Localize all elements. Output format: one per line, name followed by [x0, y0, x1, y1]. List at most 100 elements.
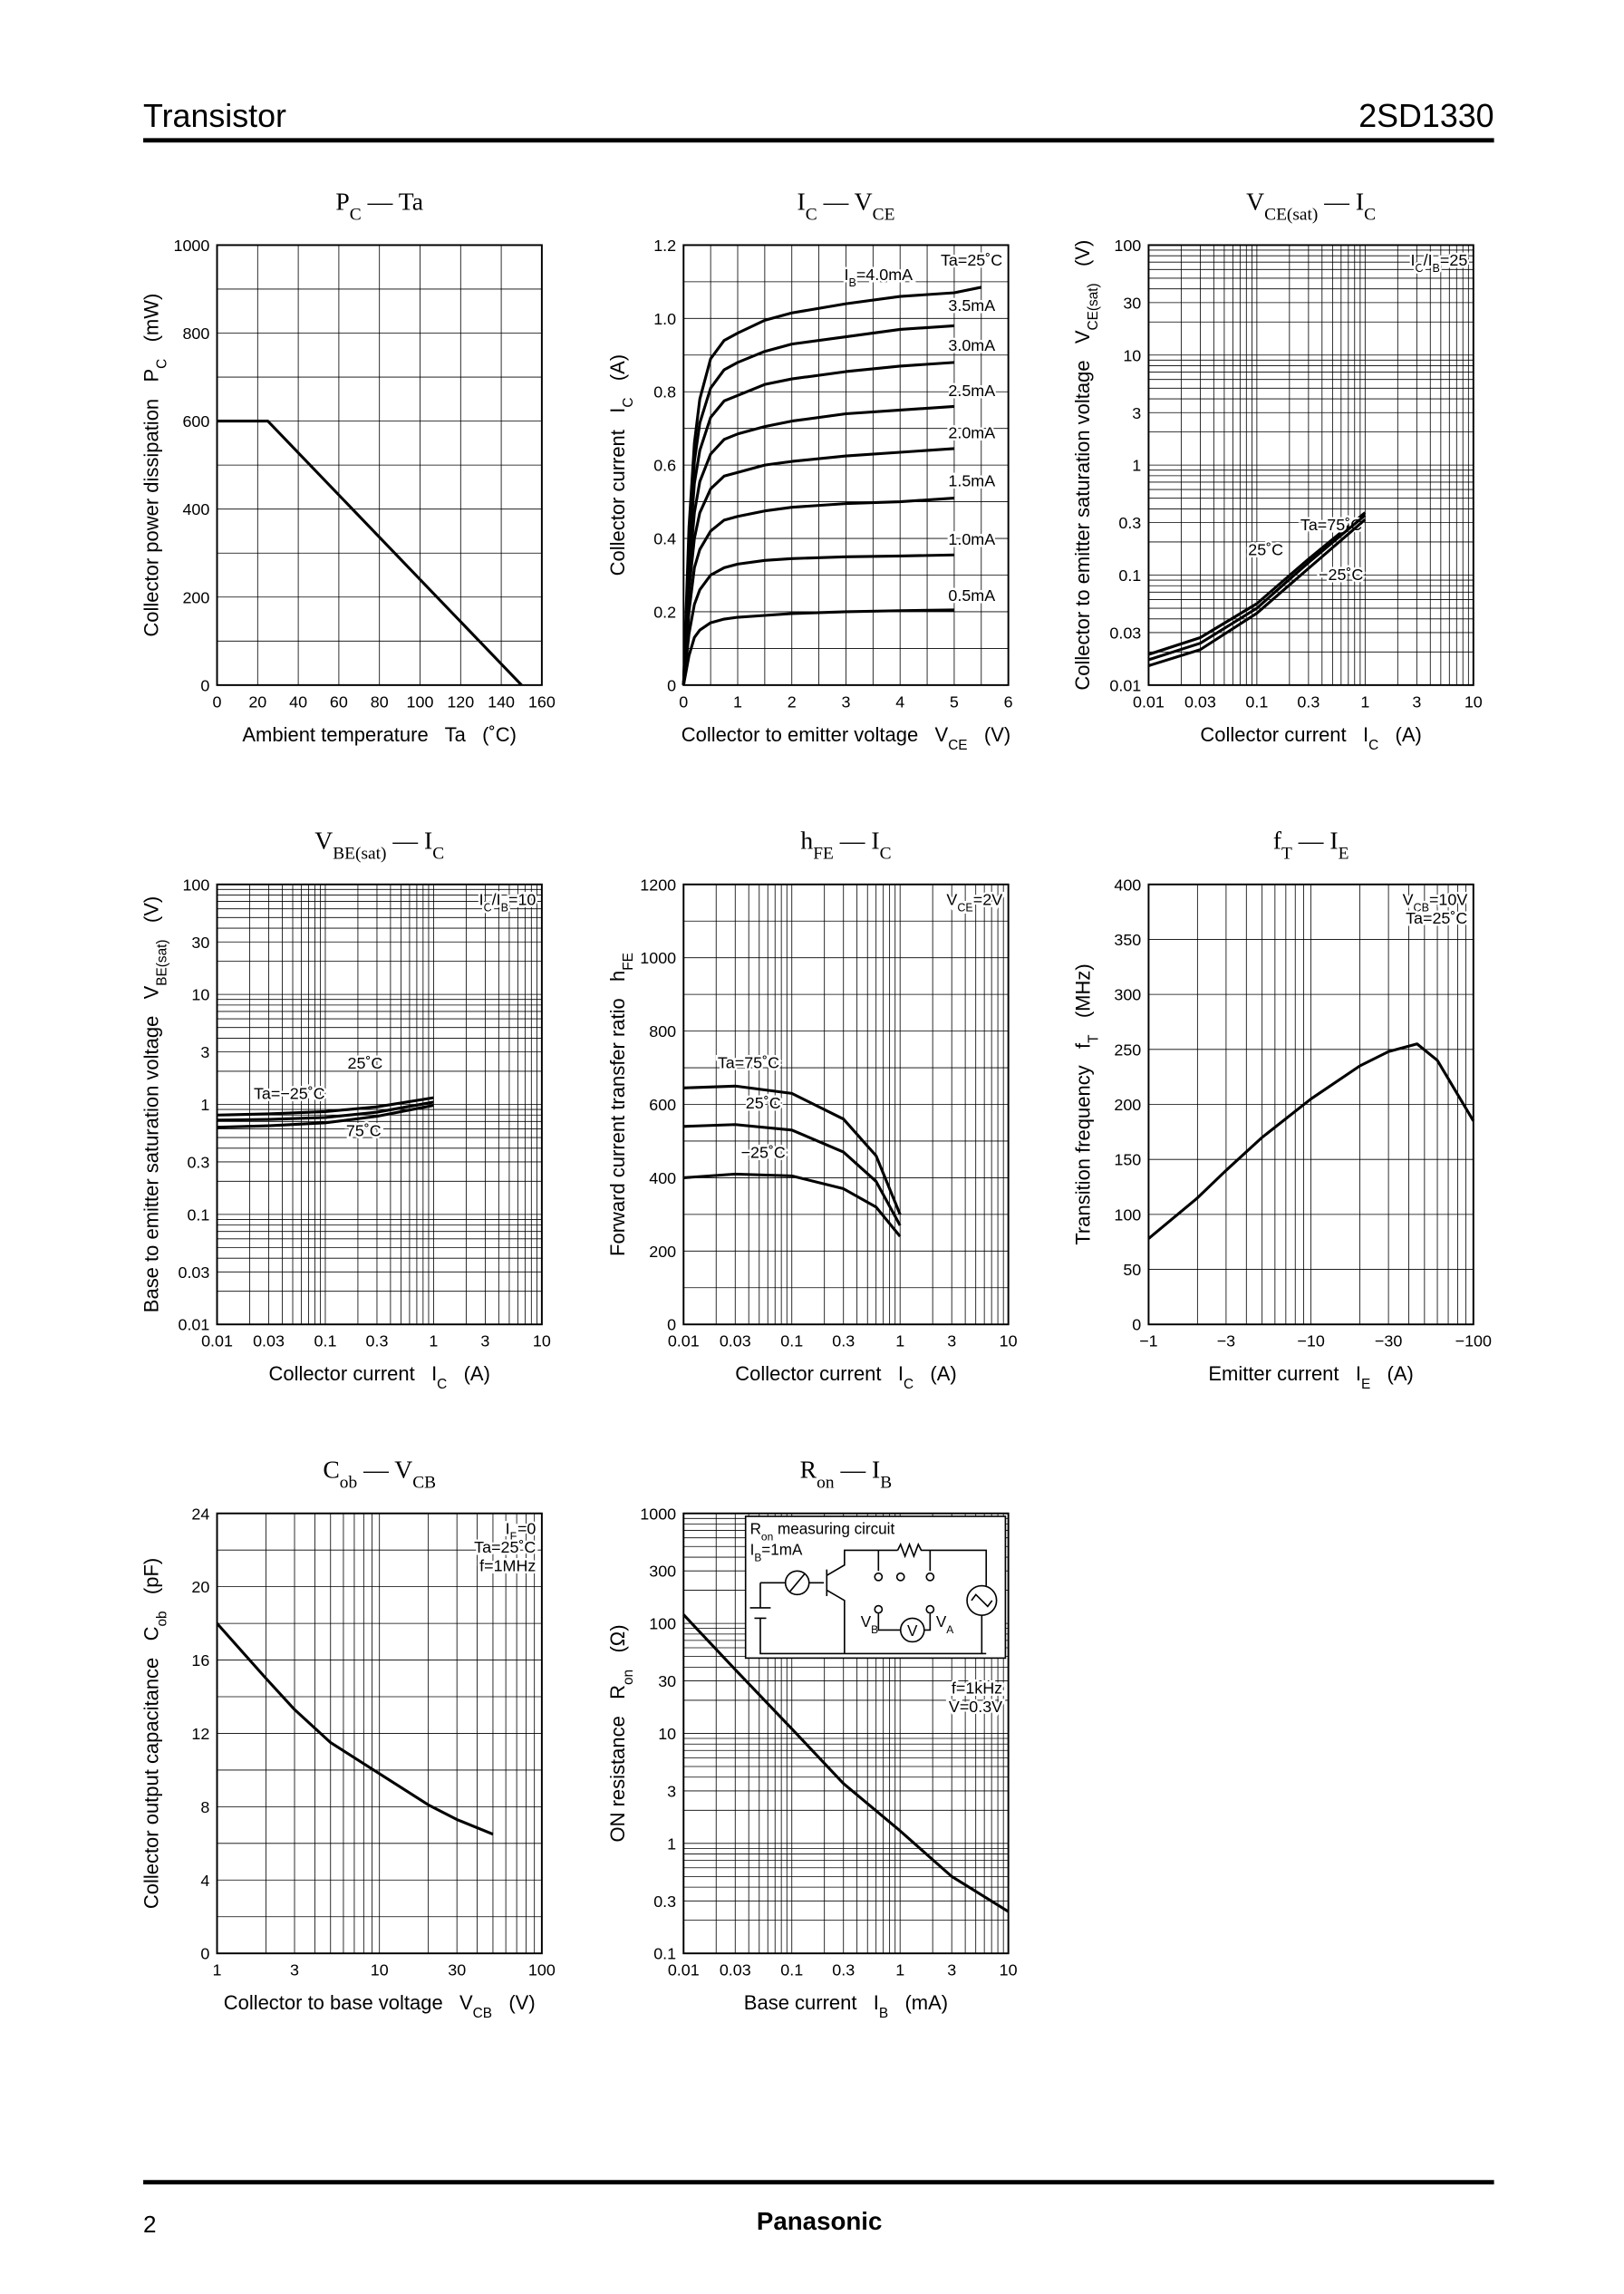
- y-axis-label: Collector current IC (A): [606, 354, 636, 576]
- y-tick-label: 100: [1114, 237, 1141, 255]
- x-axis-label-part: B: [879, 2006, 888, 2021]
- series-label: 25˚C: [348, 1054, 383, 1072]
- series-label: 25˚C: [746, 1094, 781, 1112]
- series-label: −25˚C: [1319, 566, 1363, 584]
- series-label: Ta=75˚C: [718, 1054, 779, 1072]
- x-tick-label: −30: [1375, 1332, 1402, 1350]
- x-axis-label-part: (A): [1370, 1362, 1414, 1385]
- x-tick-label: 100: [528, 1961, 556, 1979]
- y-tick-label: 0.3: [187, 1153, 209, 1171]
- condition-note: IC/IB=10: [479, 891, 536, 915]
- series-label: 2.5mA: [948, 382, 995, 400]
- series-label: 0.5mA: [948, 586, 995, 605]
- y-tick-label: 1: [200, 1096, 209, 1114]
- y-tick-label: 3: [667, 1782, 676, 1800]
- chart-title-part: B: [880, 1473, 892, 1492]
- y-axis-label-part: T: [1086, 1034, 1101, 1043]
- y-axis-label-part: Transition frequency f: [1071, 1042, 1094, 1245]
- y-axis-label-part: on: [621, 1670, 636, 1685]
- y-tick-label: 1200: [640, 876, 676, 894]
- chart-title-part: C: [806, 205, 817, 224]
- y-tick-label: 0.01: [179, 1316, 210, 1334]
- series-line: [682, 497, 955, 685]
- y-axis-label-part: Collector current I: [606, 408, 629, 576]
- circuit-wire: [877, 1613, 901, 1631]
- condition-note-part: =2V: [973, 891, 1002, 909]
- y-tick-label: 100: [649, 1615, 676, 1633]
- voltmeter: [899, 1617, 925, 1643]
- y-axis-label: Collector to emitter saturation voltage …: [1071, 240, 1101, 691]
- chart-title-part: — I: [834, 827, 880, 855]
- y-axis-label-part: BE(sat): [154, 939, 169, 985]
- x-tick-label: 140: [488, 692, 515, 711]
- condition-note: f=1kHz: [952, 1679, 1002, 1697]
- y-tick-label: 30: [658, 1672, 676, 1690]
- x-tick-label: 5: [950, 692, 959, 711]
- y-axis-label: Forward current transfer ratio hFE: [606, 953, 635, 1256]
- x-tick-label: 0.01: [668, 1961, 700, 1979]
- x-tick-label: 3: [290, 1961, 299, 1979]
- y-tick-label: 3: [200, 1043, 209, 1061]
- x-axis-label-part: Collector current I: [1200, 723, 1368, 746]
- x-tick-label: 0.3: [832, 1332, 855, 1350]
- y-tick-label: 0.03: [179, 1263, 210, 1282]
- y-tick-label: 24: [191, 1505, 209, 1523]
- condition-note: IE=0: [506, 1520, 536, 1544]
- x-axis-label-part: (A): [447, 1362, 490, 1385]
- y-axis-label-part: (V): [140, 896, 162, 940]
- x-tick-label: 10: [1000, 1961, 1018, 1979]
- y-tick-label: 1.0: [653, 310, 676, 328]
- y-tick-label: 300: [1114, 986, 1141, 1004]
- header-title: Transistor: [143, 98, 286, 134]
- y-tick-label: 30: [191, 934, 209, 952]
- x-tick-label: 20: [248, 692, 266, 711]
- y-axis-label: Collector output capacitance Cob (pF): [140, 1558, 169, 1909]
- y-tick-label: 400: [1114, 876, 1141, 894]
- x-tick-label: −10: [1297, 1332, 1324, 1350]
- y-tick-label: 350: [1114, 931, 1141, 949]
- chart: 0 1 2 3 4 5 600.20.40.60.81.01.2IC — VCECollec…: [606, 187, 1013, 752]
- y-tick-label: 0.2: [653, 603, 676, 621]
- inset-condition-part: B: [754, 1551, 761, 1563]
- x-tick-label: −100: [1455, 1332, 1492, 1350]
- inset-condition-part: I: [750, 1541, 755, 1558]
- x-axis-label: Collector current IC (A): [1200, 723, 1421, 753]
- chart: 0.01 0.03 0.1 0.3 1 3 10 0.1 0.3 1 3 10 30 100 300 1000…: [606, 1456, 1018, 2021]
- series-line: [682, 404, 955, 685]
- inset-label-part: A: [946, 1623, 953, 1636]
- series-line: [1147, 514, 1367, 662]
- inset-title: Ron measuring circuit: [750, 1521, 895, 1544]
- y-axis-label-part: C: [154, 359, 169, 369]
- y-tick-label: 1000: [640, 949, 676, 967]
- y-tick-label: 4: [200, 1872, 209, 1890]
- x-tick-label: 1: [895, 1332, 904, 1350]
- y-tick-label: 0.3: [653, 1892, 676, 1911]
- x-tick-label: 100: [407, 692, 434, 711]
- y-axis-label-part: (V): [1071, 240, 1094, 284]
- x-tick-label: −3: [1217, 1332, 1235, 1350]
- x-tick-label: 1: [895, 1961, 904, 1979]
- series-line: [1147, 518, 1367, 667]
- condition-note: IC/IB=25: [1411, 251, 1468, 275]
- condition-note-part: I: [479, 891, 484, 909]
- series-line: [217, 1096, 434, 1117]
- y-axis-label: Transition frequency fT (MHz): [1071, 963, 1101, 1244]
- x-tick-label: 0.01: [1133, 692, 1165, 711]
- chart: 0.01 0.03 0.1 0.3 1 3 10 0.01 0.03 0.1 0.3 1 3 10 30 10…: [140, 827, 551, 1392]
- circuit-wire: [971, 1593, 993, 1608]
- x-axis-label-part: (A): [914, 1362, 957, 1385]
- y-tick-label: 8: [200, 1798, 209, 1816]
- y-tick-label: 0: [200, 1945, 209, 1963]
- x-axis-label: Collector to emitter voltage VCE (V): [682, 723, 1010, 753]
- x-tick-label: 0.1: [1245, 692, 1268, 711]
- chart: 0.01 0.03 0.1 0.3 1 3 10 0 200 400 600 800 1000 1200 h…: [606, 827, 1018, 1392]
- x-tick-label: 1: [429, 1332, 438, 1350]
- x-tick-label: 0.03: [1184, 692, 1216, 711]
- x-axis-label: Collector current IC (A): [735, 1362, 956, 1391]
- x-tick-label: 3: [1412, 692, 1421, 711]
- plot-frame: [682, 1512, 1010, 1955]
- chart-title: hFE — IC: [800, 827, 891, 864]
- y-axis-label-part: (pF): [140, 1558, 162, 1612]
- y-tick-label: 800: [649, 1022, 676, 1041]
- y-tick-label: 1000: [640, 1505, 676, 1523]
